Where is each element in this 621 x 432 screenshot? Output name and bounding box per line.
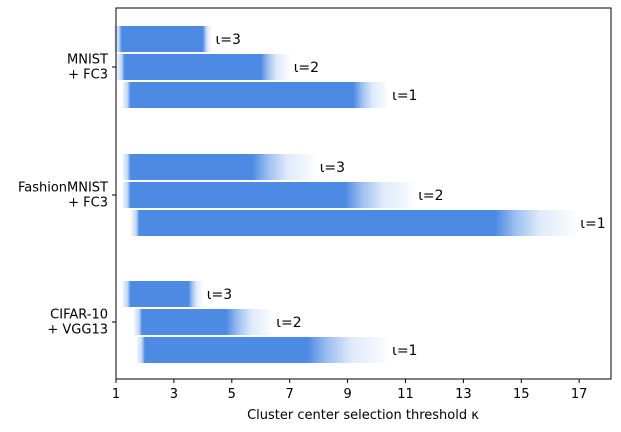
bar-1-0 [122, 154, 316, 180]
y-tick-label-line: + VGG13 [47, 323, 108, 338]
y-tick-label-line: CIFAR-10 [50, 308, 108, 323]
bar-label-2-2: ι=1 [392, 343, 417, 359]
x-tick-label-3: 7 [286, 387, 294, 402]
bars-layer [113, 26, 577, 363]
bar-0-2 [122, 82, 389, 108]
bar-0-1 [116, 54, 290, 80]
bar-label-1-1: ι=2 [418, 188, 443, 204]
y-tick-label-2: CIFAR-10 + VGG13 [47, 308, 108, 338]
bar-label-2-1: ι=2 [276, 315, 301, 331]
bar-label-0-0: ι=3 [216, 32, 241, 48]
x-tick-label-8: 17 [571, 387, 588, 402]
bar-2-0 [122, 281, 203, 307]
x-tick-label-6: 13 [455, 387, 472, 402]
bar-0-0 [113, 26, 212, 52]
bar-label-2-0: ι=3 [207, 287, 232, 303]
x-tick-label-4: 9 [343, 387, 351, 402]
y-tick-label-0: MNIST + FC3 [67, 53, 108, 83]
plot-frame [115, 7, 612, 380]
x-axis: 1 3 5 7 9 11 13 15 17 [112, 379, 588, 402]
x-axis-label: Cluster center selection threshold κ [247, 408, 479, 423]
y-tick-label-line: FashionMNIST [18, 181, 108, 196]
bar-label-0-2: ι=1 [392, 88, 417, 104]
bar-labels-layer: ι=3 ι=2 ι=1 ι=3 ι=2 ι=1 ι=3 ι=2 ι=1 [207, 32, 606, 359]
y-tick-label-line: + FC3 [68, 68, 108, 83]
bar-label-1-2: ι=1 [580, 216, 605, 232]
y-tick-label-1: FashionMNIST + FC3 [18, 181, 108, 211]
bar-2-2 [136, 337, 389, 363]
bar-1-1 [122, 182, 415, 208]
x-tick-label-7: 15 [513, 387, 530, 402]
y-tick-label-line: + FC3 [68, 196, 108, 211]
bar-1-2 [131, 210, 577, 236]
bar-label-1-0: ι=3 [320, 160, 345, 176]
x-tick-label-0: 1 [112, 387, 120, 402]
bar-label-0-1: ι=2 [294, 60, 319, 76]
bar-2-1 [134, 309, 273, 335]
x-tick-label-2: 5 [228, 387, 236, 402]
x-tick-label-1: 3 [170, 387, 178, 402]
x-tick-label-5: 11 [397, 387, 414, 402]
y-tick-label-line: MNIST [67, 53, 108, 68]
